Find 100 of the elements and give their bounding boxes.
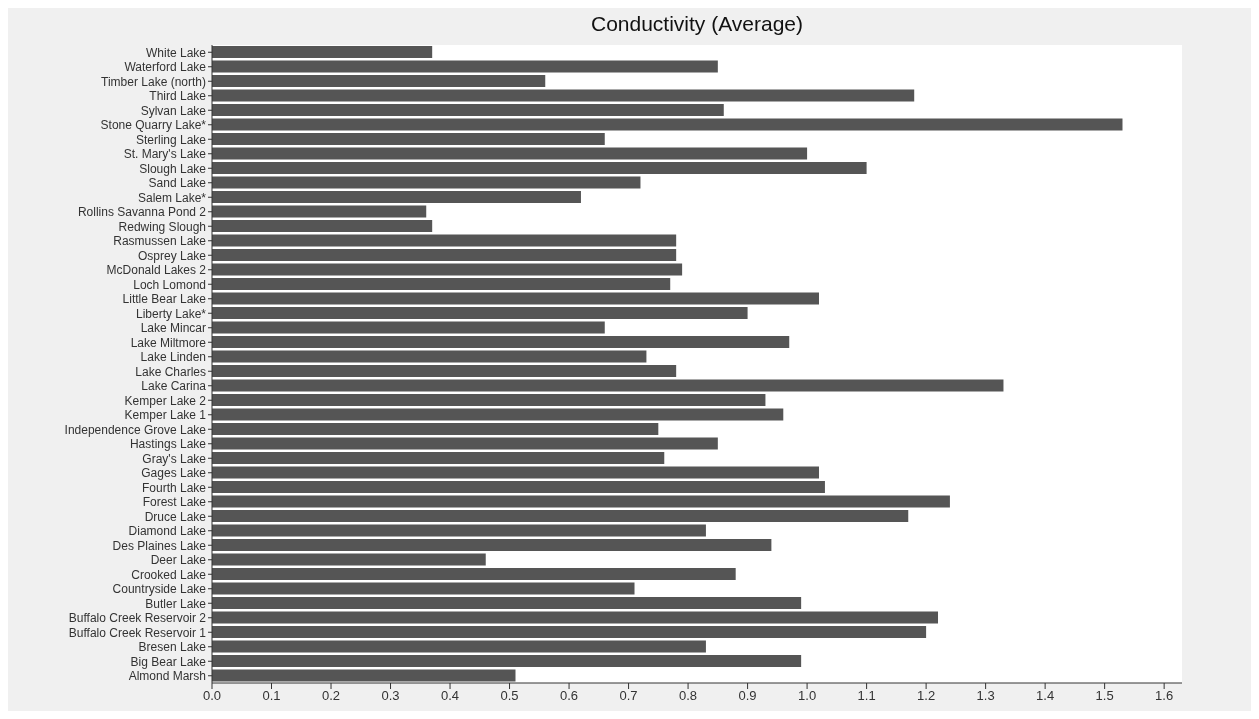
x-tick-label: 0.2 [321, 688, 341, 704]
y-tick-label: Almond Marsh [128, 669, 206, 684]
bar [212, 292, 819, 305]
bar [212, 394, 766, 407]
y-tick-label: Buffalo Creek Reservoir 1 [68, 625, 207, 640]
y-tick-label: Lake Linden [140, 350, 206, 365]
x-tick-label: 0.6 [560, 688, 579, 704]
bar [212, 582, 635, 595]
bar [212, 234, 677, 247]
bar [212, 89, 915, 102]
bar [212, 597, 802, 610]
bar [212, 466, 819, 479]
bar [212, 147, 808, 160]
bar [212, 46, 433, 59]
y-tick-label: Little Bear Lake [122, 292, 207, 307]
x-tick-label: 1.4 [1036, 688, 1055, 704]
y-tick-label: Redwing Slough [118, 219, 206, 234]
bar [212, 669, 516, 682]
bar [212, 611, 939, 624]
y-tick-label: Forest Lake [142, 495, 207, 510]
x-tick-label: 0.7 [619, 688, 638, 704]
bar [212, 220, 433, 233]
bar [212, 104, 724, 117]
bar [212, 321, 605, 334]
bar [212, 437, 718, 450]
y-tick-label: Independence Grove Lake [64, 422, 207, 437]
bar [212, 524, 706, 537]
x-tick-label: 0.5 [500, 688, 519, 704]
bar [212, 118, 1123, 131]
bar [212, 539, 772, 552]
y-tick-label: Osprey Lake [137, 248, 207, 263]
y-tick-label: Kemper Lake 2 [124, 393, 207, 408]
bar [212, 205, 427, 218]
y-tick-label: Sterling Lake [135, 132, 207, 147]
y-tick-label: Gages Lake [141, 466, 207, 481]
y-tick-label: Lake Miltmore [130, 335, 207, 350]
x-tick-label: 0.9 [738, 688, 757, 704]
y-tick-label: Druce Lake [144, 509, 207, 524]
bar [212, 278, 671, 291]
bar [212, 510, 909, 523]
bar [212, 553, 486, 566]
y-tick-label: Waterford Lake [124, 60, 207, 75]
bar [212, 350, 647, 363]
y-tick-label: Countryside Lake [112, 582, 207, 597]
y-tick-label: Fourth Lake [141, 480, 207, 495]
bar [212, 133, 605, 146]
bar [212, 307, 748, 320]
y-tick-label: Butler Lake [145, 596, 207, 611]
y-tick-label: Big Bear Lake [130, 654, 207, 669]
y-tick-label: Third Lake [149, 89, 207, 104]
y-tick-label: Kemper Lake 1 [124, 408, 207, 423]
y-tick-label: St. Mary's Lake [123, 147, 207, 162]
bar [212, 191, 581, 204]
y-tick-label: Rasmussen Lake [113, 234, 207, 249]
y-tick-label: Stone Quarry Lake* [100, 118, 207, 133]
chart-title: Conductivity (Average) [589, 12, 804, 36]
bar [212, 423, 659, 436]
x-tick-label: 1.6 [1155, 688, 1174, 704]
x-tick-label: 1.3 [976, 688, 995, 704]
y-tick-label: Deer Lake [150, 553, 207, 568]
x-tick-label: 1.0 [798, 688, 817, 704]
y-tick-label: Gray's Lake [142, 451, 207, 466]
bar [212, 365, 677, 378]
y-tick-label: McDonald Lakes 2 [106, 263, 207, 278]
y-tick-label: Bresen Lake [138, 640, 207, 655]
bar [212, 481, 825, 494]
y-tick-label: Sand Lake [148, 176, 207, 191]
y-tick-label: Lake Carina [141, 379, 207, 394]
x-tick-label: 1.5 [1095, 688, 1114, 704]
y-tick-label: Diamond Lake [128, 524, 207, 539]
bar [212, 75, 546, 88]
y-tick-label: Sylvan Lake [140, 103, 207, 118]
bar [212, 60, 718, 73]
y-tick-label: Des Plaines Lake [112, 538, 207, 553]
bar [212, 176, 641, 189]
y-tick-label: Slough Lake [139, 161, 207, 176]
y-tick-label: Buffalo Creek Reservoir 2 [68, 611, 207, 626]
x-tick-label: 1.1 [857, 688, 876, 704]
bar [212, 379, 1004, 392]
x-tick-label: 0.4 [441, 688, 460, 704]
y-tick-label: Rollins Savanna Pond 2 [77, 205, 207, 220]
bar [212, 640, 706, 653]
y-tick-label: Salem Lake* [137, 190, 207, 205]
y-tick-label: Lake Mincar [140, 321, 206, 336]
bar [212, 263, 683, 276]
x-tick-label: 0.1 [262, 688, 281, 704]
y-tick-label: White Lake [145, 45, 207, 60]
bar [212, 249, 677, 262]
x-tick-label: 0.8 [679, 688, 698, 704]
y-tick-label: Timber Lake (north) [101, 74, 206, 89]
bar [212, 162, 867, 175]
x-tick-label: 0.3 [381, 688, 400, 704]
y-tick-label: Hastings Lake [129, 437, 207, 452]
bar [212, 495, 950, 508]
y-tick-label: Liberty Lake* [135, 306, 207, 321]
x-tick-label: 1.2 [917, 688, 936, 704]
bar [212, 336, 790, 349]
x-tick-label: 0.0 [202, 688, 222, 704]
bar [212, 626, 927, 639]
bar [212, 568, 736, 581]
